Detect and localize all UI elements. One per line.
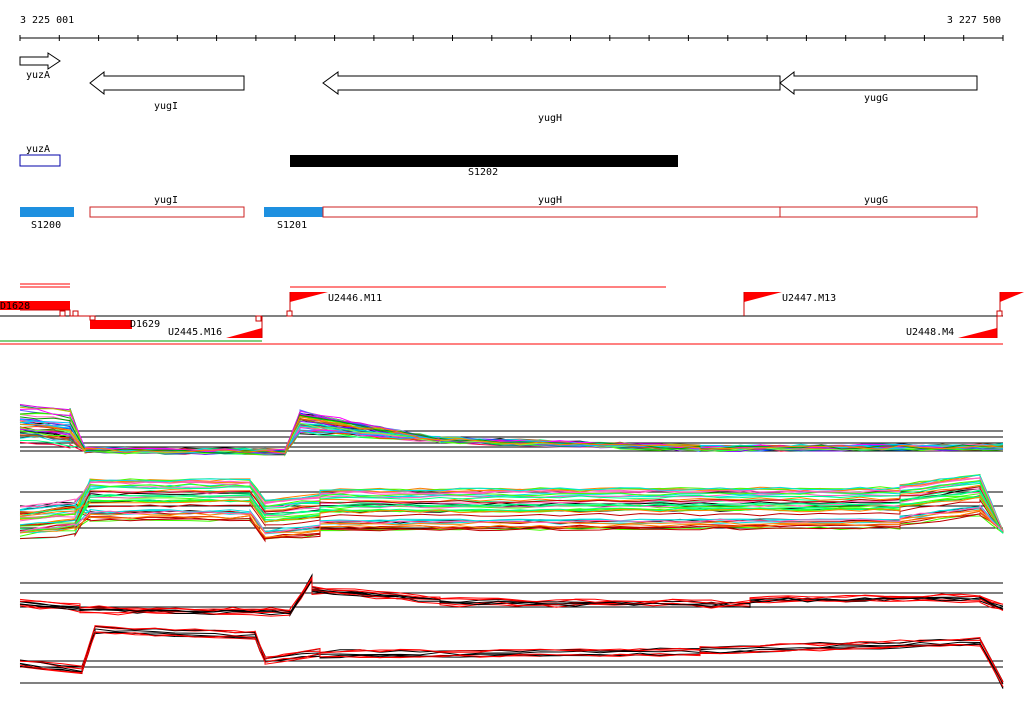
block-S1200-label: S1200 — [31, 220, 61, 231]
gene-label-yugH: yugH — [538, 113, 562, 124]
feature-marker-3 — [89, 315, 96, 321]
expression-panel-4 — [19, 625, 1004, 689]
block-S1200[interactable] — [20, 207, 74, 217]
feature-marker-6 — [996, 310, 1003, 317]
expression-panel-2 — [19, 473, 1004, 543]
feature-U2447-flag[interactable] — [744, 292, 782, 302]
feature-marker-4 — [255, 315, 262, 322]
expression-trace — [19, 631, 1004, 688]
expression-trace — [19, 578, 1004, 615]
expression-trace — [19, 484, 1004, 533]
feature-D1629-label: D1629 — [130, 319, 160, 330]
annot-yugI-box[interactable] — [89, 206, 245, 218]
feature-U2446-flag[interactable] — [290, 292, 328, 302]
expression-trace — [19, 482, 1004, 539]
feature-marker-2 — [72, 310, 79, 317]
annot-yugG-label: yugG — [864, 195, 888, 206]
expression-trace — [19, 631, 1004, 689]
expression-trace — [19, 631, 1004, 688]
gene-arrow-yugG[interactable] — [779, 70, 978, 96]
coordinate-ruler: 3 225 001 3 227 500 — [19, 15, 1004, 41]
expression-panel-3 — [19, 573, 1004, 618]
gene-label-yugI: yugI — [154, 101, 178, 112]
expression-trace — [19, 477, 1004, 533]
feature-U2447-label: U2447.M13 — [782, 293, 836, 304]
gene-yuzA[interactable]: yuzA — [19, 52, 61, 81]
expression-trace — [19, 504, 1004, 535]
block-S1201[interactable] — [264, 207, 323, 217]
annot-yugG-box[interactable] — [779, 206, 978, 218]
ruler-ticks — [19, 35, 1004, 41]
feature-marker-5 — [286, 310, 293, 317]
expression-trace — [19, 625, 1004, 683]
expression-trace — [19, 498, 1004, 532]
feature-U2448-flag[interactable] — [958, 328, 997, 338]
feature-D1629-block[interactable] — [90, 320, 132, 329]
ruler-start-label: 3 225 001 — [20, 15, 74, 26]
feature-rightedge-flag[interactable] — [1000, 292, 1024, 302]
expression-trace — [19, 513, 1004, 543]
expression-trace — [19, 474, 1004, 532]
segment-S1202-label: S1202 — [468, 167, 498, 178]
expression-trace — [19, 415, 1004, 454]
expression-trace — [19, 505, 1004, 538]
feature-U2448-label: U2448.M4 — [906, 327, 954, 338]
expression-trace — [19, 489, 1004, 534]
segment-yuzA-label: yuzA — [26, 144, 50, 155]
feature-D1628-stair — [20, 309, 90, 317]
feature-marker-1 — [59, 310, 66, 317]
expression-trace — [19, 474, 1004, 532]
gene-arrow-yugH[interactable] — [322, 71, 781, 95]
feature-U2446-label: U2446.M11 — [328, 293, 382, 304]
gene-yugI[interactable]: yugI — [89, 70, 245, 112]
annot-yugI-label: yugI — [154, 195, 178, 206]
feature-D1628-label: D1628 — [0, 301, 30, 312]
expression-trace — [19, 575, 1004, 612]
annot-yugH-label: yugH — [538, 195, 562, 206]
gene-yugG[interactable]: yugG — [779, 70, 978, 104]
block-S1201-label: S1201 — [277, 220, 307, 231]
expression-trace — [19, 486, 1004, 533]
expression-trace — [19, 414, 1004, 454]
expression-trace — [19, 479, 1004, 534]
gene-arrow-yuzA[interactable] — [19, 52, 61, 70]
expression-trace — [19, 631, 1004, 687]
expression-trace — [19, 491, 1004, 533]
expression-trace — [19, 628, 1004, 685]
segment-yuzA-box[interactable] — [19, 154, 61, 167]
gene-yugH[interactable]: yugH — [322, 71, 781, 124]
expression-trace — [19, 508, 1004, 535]
expression-trace — [19, 504, 1004, 533]
expression-trace — [19, 493, 1004, 532]
expression-trace — [19, 487, 1004, 534]
expression-trace — [19, 497, 1004, 533]
gene-track[interactable]: yuzA yugI yugH yugG — [19, 52, 978, 124]
annot-yugH-box[interactable] — [322, 206, 781, 218]
annotation-track[interactable]: S1200 yugI S1201 yugH yugG — [20, 195, 978, 231]
segment-S1202-bar[interactable] — [290, 155, 678, 167]
gene-arrow-yugI[interactable] — [89, 70, 245, 96]
expression-panel-1 — [19, 404, 1004, 457]
expression-trace — [19, 493, 1004, 533]
gene-label-yugG: yugG — [864, 93, 888, 104]
ruler-end-label: 3 227 500 — [947, 15, 1001, 26]
feature-U2445-flag[interactable] — [226, 328, 262, 338]
expression-trace — [19, 578, 1004, 618]
segment-track[interactable]: yuzA S1202 — [19, 144, 678, 178]
feature-D1628-block[interactable] — [0, 301, 70, 310]
features-track[interactable]: D1628 D1629 U2445.M16 U2446.M11 U2447.M1… — [0, 283, 1024, 345]
feature-U2445-label: U2445.M16 — [168, 327, 222, 338]
gene-label-yuzA: yuzA — [26, 70, 50, 81]
